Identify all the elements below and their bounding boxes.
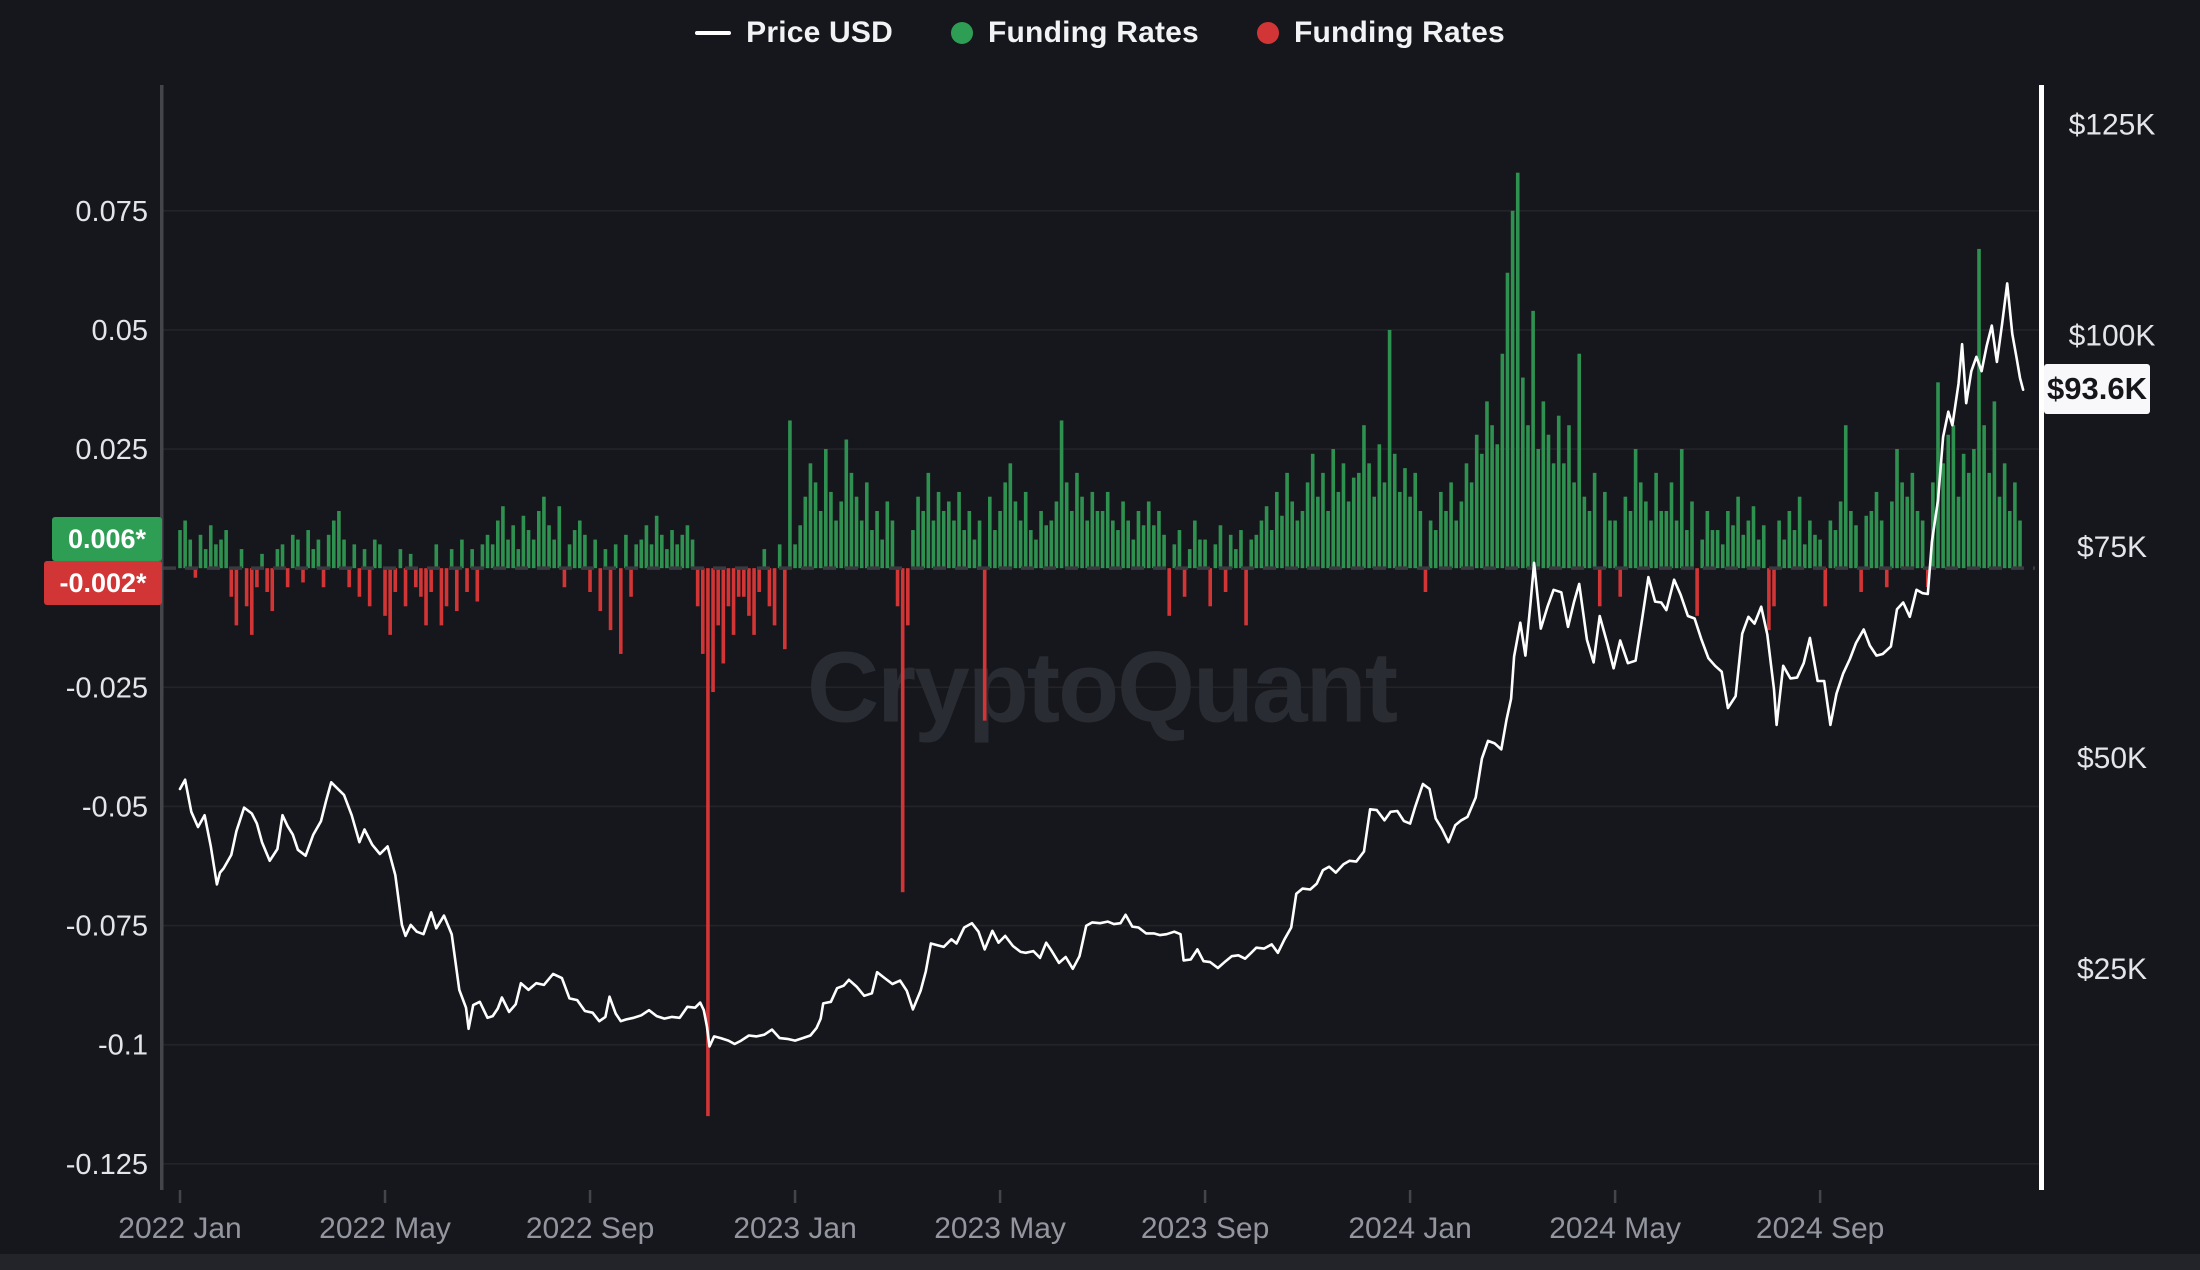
legend-item-funding-negative[interactable]: Funding Rates (1256, 16, 1505, 50)
svg-text:2022 Sep: 2022 Sep (526, 1212, 654, 1245)
price-line-icon (695, 31, 732, 35)
svg-text:$125K: $125K (2069, 109, 2156, 142)
svg-text:-0.025: -0.025 (66, 672, 148, 704)
svg-text:0.025: 0.025 (75, 434, 148, 466)
svg-text:2024 Jan: 2024 Jan (1348, 1212, 1471, 1245)
legend-item-price-usd[interactable]: Price USD (695, 16, 893, 50)
cryptoquant-watermark: CryptoQuant (807, 631, 1398, 743)
legend-label: Price USD (746, 16, 893, 49)
current-price-badge: $93.6K (2044, 364, 2150, 414)
svg-text:2024 May: 2024 May (1549, 1212, 1681, 1245)
left-axis-line (160, 85, 164, 1190)
gridlines (163, 209, 2040, 1165)
current-funding-positive-badge: 0.006* (52, 517, 162, 561)
svg-text:2023 May: 2023 May (934, 1212, 1066, 1245)
green-dot-icon (951, 22, 973, 44)
right-axis-labels: $125K $100K $75K $50K $25K (2069, 109, 2156, 986)
red-dot-icon (1256, 22, 1279, 44)
legend-item-funding-positive[interactable]: Funding Rates (951, 16, 1199, 50)
svg-text:$75K: $75K (2077, 531, 2147, 564)
left-axis-labels: 0.075 0.05 0.025 -0.025 -0.05 -0.075 -0.1 -0.12… (66, 196, 148, 1181)
svg-text:$50K: $50K (2077, 742, 2147, 775)
svg-text:0.05: 0.05 (92, 315, 148, 347)
current-funding-negative-badge: -0.002* (44, 561, 162, 605)
svg-text:$25K: $25K (2077, 953, 2147, 986)
svg-text:2023 Sep: 2023 Sep (1141, 1212, 1269, 1245)
funding-rate-bars (178, 172, 2022, 1117)
svg-text:-0.125: -0.125 (66, 1149, 148, 1181)
svg-text:2022 May: 2022 May (319, 1212, 451, 1245)
right-axis-line (2039, 85, 2044, 1190)
bottom-panel-edge (0, 1254, 2200, 1270)
svg-text:-0.1: -0.1 (98, 1030, 148, 1062)
svg-text:2022 Jan: 2022 Jan (118, 1212, 241, 1245)
svg-text:2024 Sep: 2024 Sep (1756, 1212, 1884, 1245)
svg-text:-0.05: -0.05 (82, 791, 148, 823)
legend-label: Funding Rates (1293, 16, 1505, 49)
x-axis: 2022 Jan 2022 May 2022 Sep 2023 Jan 2023 May… (118, 1190, 1884, 1245)
price-usd-line (178, 282, 2025, 1048)
legend-label: Funding Rates (988, 16, 1199, 49)
svg-text:-0.075: -0.075 (66, 911, 148, 943)
svg-text:0.075: 0.075 (75, 196, 148, 228)
svg-text:$100K: $100K (2069, 320, 2156, 353)
chart-legend: Price USD Funding Rates Funding Rates (0, 16, 2200, 50)
svg-text:2023 Jan: 2023 Jan (733, 1212, 856, 1245)
